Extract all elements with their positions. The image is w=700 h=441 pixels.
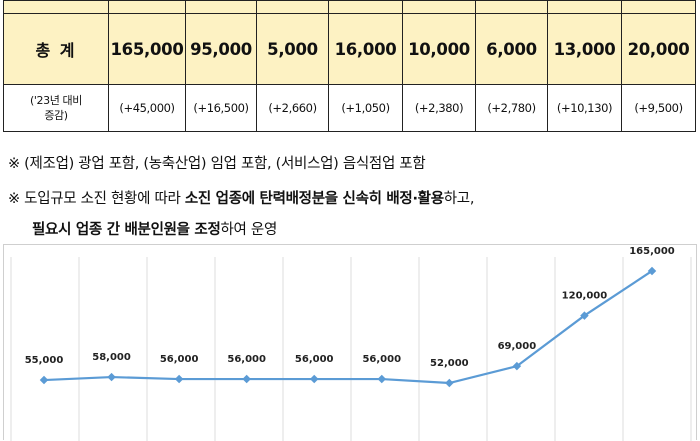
- diff-row: ('23년 대비 증감) (+45,000) (+16,500) (+2,660…: [3, 84, 696, 132]
- diff-cell: (+2,780): [475, 84, 548, 132]
- total-cell: 6,000: [475, 13, 548, 85]
- note-allocation-text-c: 하고,: [443, 191, 475, 207]
- diff-label-line1: ('23년 대비: [30, 94, 82, 107]
- diff-cell: (+9,500): [621, 84, 696, 132]
- data-label: 69,000: [498, 341, 537, 352]
- line-chart-svg: 55,000 58,000 56,000 56,000 56,000 56,000 52,0…: [10, 246, 692, 441]
- data-point: [377, 374, 387, 384]
- table-top-row: [3, 0, 696, 14]
- data-label: 55,000: [25, 355, 64, 366]
- data-label: 56,000: [227, 354, 266, 365]
- quota-trend-chart: 55,000 58,000 56,000 56,000 56,000 56,000 52,0…: [3, 244, 697, 441]
- data-label: 58,000: [92, 352, 131, 363]
- diff-label-line2: 증감): [44, 109, 68, 122]
- data-point: [309, 374, 319, 384]
- series-line: [43, 270, 653, 385]
- diff-cell: (+1,050): [328, 84, 403, 132]
- note-allocation-text-a: ※ 도입규모 소진 현황에 따라: [8, 191, 185, 207]
- total-cell: 10,000: [402, 13, 476, 85]
- note-allocation: ※ 도입규모 소진 현황에 따라 소진 업종에 탄력배정분을 신속히 배정·활용…: [8, 187, 474, 208]
- data-label: 56,000: [295, 354, 334, 365]
- total-cell: 95,000: [185, 13, 257, 85]
- data-label: 56,000: [160, 354, 199, 365]
- diff-cell: (+2,660): [256, 84, 329, 132]
- data-label: 52,000: [430, 358, 469, 369]
- diff-cell: (+2,380): [402, 84, 476, 132]
- diff-cell: (+10,130): [547, 84, 622, 132]
- diff-cell: (+45,000): [108, 84, 186, 132]
- data-point: [107, 372, 116, 382]
- total-cell: 20,000: [621, 13, 696, 85]
- total-cell: 13,000: [547, 13, 622, 85]
- data-point: [39, 375, 49, 385]
- total-row: 총 계 165,000 95,000 5,000 16,000 10,000 6…: [3, 13, 696, 85]
- diff-cell: (+16,500): [185, 84, 257, 132]
- total-cell: 16,000: [328, 13, 403, 85]
- note-adjustment-emphasis: 필요시 업종 간 배분인원을 조정: [32, 222, 221, 238]
- note-scope-text: ※ (제조업) 광업 포함, (농축산업) 임업 포함, (서비스업) 음식점업…: [8, 156, 426, 172]
- data-point: [242, 374, 251, 384]
- data-label: 56,000: [362, 354, 401, 365]
- data-label: 165,000: [629, 246, 675, 257]
- note-allocation-emphasis: 소진 업종에 탄력배정분을 신속히 배정·활용: [184, 191, 444, 207]
- data-point: [445, 378, 454, 388]
- quota-table: 총 계 165,000 95,000 5,000 16,000 10,000 6…: [3, 0, 696, 132]
- total-label: 총 계: [3, 13, 109, 85]
- data-point: [512, 361, 522, 371]
- note-adjustment: 필요시 업종 간 배분인원을 조정하여 운영: [32, 218, 277, 239]
- data-point: [174, 374, 184, 384]
- total-cell: 5,000: [256, 13, 329, 85]
- note-adjustment-text: 하여 운영: [220, 222, 278, 238]
- note-scope: ※ (제조업) 광업 포함, (농축산업) 임업 포함, (서비스업) 음식점업…: [8, 152, 426, 173]
- total-cell: 165,000: [108, 13, 186, 85]
- diff-label: ('23년 대비 증감): [3, 84, 109, 132]
- data-label: 120,000: [562, 291, 608, 302]
